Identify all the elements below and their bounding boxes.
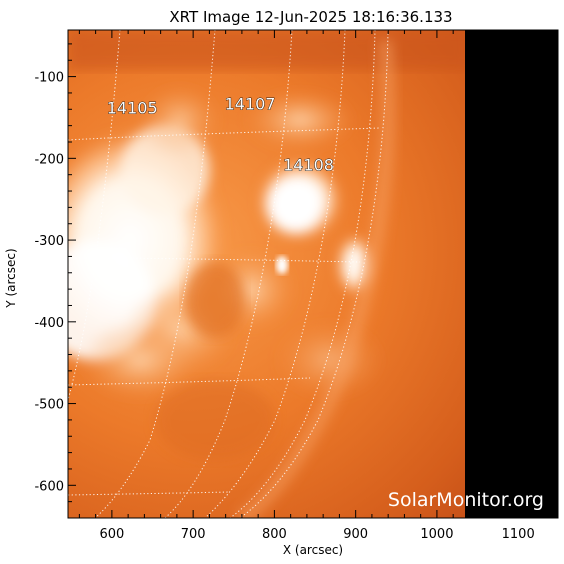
x-tick-label: 900 xyxy=(343,527,368,542)
y-tick-label: -600 xyxy=(34,479,64,494)
y-axis-ticks: -100 -200 -300 -400 -500 -600 xyxy=(34,43,558,503)
x-tick-label: 800 xyxy=(262,527,287,542)
x-tick-label: 700 xyxy=(181,527,206,542)
y-tick-label: -200 xyxy=(34,152,64,167)
x-tick-label: 600 xyxy=(99,527,124,542)
x-axis-ticks: 600 700 800 900 1000 1100 xyxy=(78,30,552,542)
active-region-labels: 14105 14107 14108 xyxy=(106,94,334,175)
x-tick-label: 1000 xyxy=(420,527,453,542)
active-region-label: 14107 xyxy=(225,94,276,113)
y-tick-label: -300 xyxy=(34,234,64,249)
chart-title: XRT Image 12-Jun-2025 18:16:36.133 xyxy=(169,8,452,26)
heliographic-grid xyxy=(68,30,389,518)
y-tick-label: -500 xyxy=(34,398,64,413)
active-region-label: 14105 xyxy=(107,98,158,117)
plot-frame xyxy=(67,29,559,519)
x-tick-label: 1100 xyxy=(502,527,535,542)
y-tick-label: -400 xyxy=(34,316,64,331)
active-region-label: 14108 xyxy=(283,156,334,175)
y-tick-label: -100 xyxy=(34,71,64,86)
x-axis-label: X (arcsec) xyxy=(283,543,343,557)
xrt-image: 14105 14107 14108 SolarMonitor.org xyxy=(68,30,558,518)
solarmonitor-watermark: SolarMonitor.org xyxy=(388,489,544,511)
y-axis-label: Y (arcsec) xyxy=(4,248,18,308)
